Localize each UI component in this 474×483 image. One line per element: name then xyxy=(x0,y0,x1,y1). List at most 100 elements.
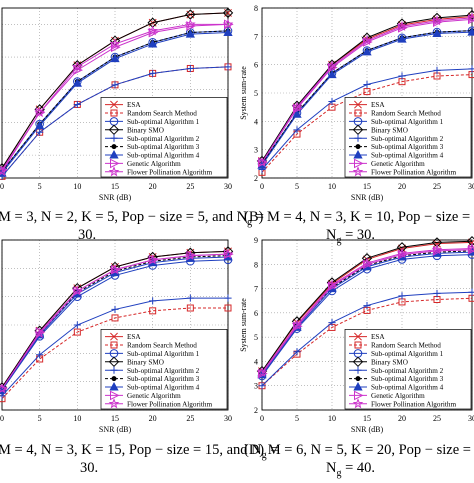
x-tick-label: 15 xyxy=(111,182,119,191)
x-tick-label: 10 xyxy=(73,182,81,191)
caption-a-line1: M = 3, N = 2, K = 5, Pop − size = 5, and… xyxy=(0,208,264,232)
x-axis-label: SNR (dB) xyxy=(99,425,132,434)
legend-entry: Sub-optimal Algorithm 3 xyxy=(127,375,200,383)
legend-entry: ESA xyxy=(371,101,385,109)
x-tick-label: 25 xyxy=(433,414,441,423)
legend-entry: Sub-optimal Algorithm 3 xyxy=(127,143,200,151)
y-tick-label: 2 xyxy=(254,174,258,183)
x-tick-label: 25 xyxy=(186,182,194,191)
legend-entry: Sub-optimal Algorithm 1 xyxy=(371,118,444,126)
x-tick-label: 0 xyxy=(0,182,4,191)
legend-entry: Sub-optimal Algorithm 2 xyxy=(127,367,200,375)
legend-entry: Sub-optimal Algorithm 2 xyxy=(371,367,444,375)
legend-entry: Sub-optimal Algorithm 2 xyxy=(127,135,200,143)
legend-entry: Random Search Method xyxy=(371,342,441,350)
x-axis-label: SNR (dB) xyxy=(351,425,384,434)
legend-entry: ESA xyxy=(127,101,141,109)
legend-entry: Sub-optimal Algorithm 4 xyxy=(371,152,444,160)
x-tick-label: 30 xyxy=(468,182,474,191)
x-tick-label: 5 xyxy=(38,182,42,191)
legend-entry: Random Search Method xyxy=(127,342,197,350)
legend-entry: Sub-optimal Algorithm 2 xyxy=(371,135,444,143)
legend-entry: Sub-optimal Algorithm 1 xyxy=(127,118,200,126)
legend-swatch-marker xyxy=(356,377,360,381)
legend-swatch-marker xyxy=(356,145,360,149)
x-tick-label: 15 xyxy=(111,414,119,423)
legend-entry: Sub-optimal Algorithm 3 xyxy=(371,375,444,383)
caption-d-line2: Ng = 40. xyxy=(326,459,375,483)
y-axis-label: System sum-rate xyxy=(239,298,248,352)
legend-entry: Binary SMO xyxy=(127,358,164,366)
x-tick-label: 5 xyxy=(295,182,299,191)
x-tick-label: 20 xyxy=(149,414,157,423)
y-tick-label: 3 xyxy=(254,146,258,155)
legend-entry: Flower Pollination Algorithm xyxy=(127,168,212,176)
y-tick-label: 8 xyxy=(254,4,258,13)
caption-b-line1: (B) M = 4, N = 3, K = 10, Pop − size = 1… xyxy=(244,208,474,226)
legend-entry: Flower Pollination Algorithm xyxy=(127,400,212,408)
legend-entry: Genetic Algorithm xyxy=(371,160,425,168)
legend-entry: ESA xyxy=(371,333,385,341)
caption-d-line1: (D) M = 6, N = 5, K = 20, Pop − size = 2… xyxy=(244,441,474,459)
legend-entry: Sub-optimal Algorithm 4 xyxy=(127,152,200,160)
y-tick-label: 7 xyxy=(254,285,258,294)
y-tick-label: 5 xyxy=(254,333,258,342)
x-tick-label: 20 xyxy=(398,414,406,423)
y-tick-label: 6 xyxy=(254,309,258,318)
x-tick-label: 30 xyxy=(468,414,474,423)
x-axis-label: SNR (dB) xyxy=(99,193,132,202)
legend-entry: Sub-optimal Algorithm 3 xyxy=(371,143,444,151)
x-tick-label: 0 xyxy=(260,182,264,191)
x-tick-label: 30 xyxy=(224,182,232,191)
legend-swatch-marker xyxy=(112,377,116,381)
y-tick-label: 3 xyxy=(254,382,258,391)
legend-entry: ESA xyxy=(127,333,141,341)
caption-b-line2: Ng = 30. xyxy=(326,226,375,250)
legend-entry: Genetic Algorithm xyxy=(371,392,425,400)
legend-entry: Flower Pollination Algorithm xyxy=(371,400,456,408)
x-tick-label: 10 xyxy=(73,414,81,423)
x-tick-label: 0 xyxy=(260,414,264,423)
y-tick-label: 9 xyxy=(254,236,258,245)
caption-c-line2: 30. xyxy=(80,459,98,477)
legend-entry: Flower Pollination Algorithm xyxy=(371,168,456,176)
legend-entry: Sub-optimal Algorithm 4 xyxy=(371,384,444,392)
x-tick-label: 15 xyxy=(363,182,371,191)
legend-entry: Sub-optimal Algorithm 1 xyxy=(127,350,200,358)
x-tick-label: 10 xyxy=(328,414,336,423)
x-tick-label: 25 xyxy=(433,182,441,191)
legend-entry: Genetic Algorithm xyxy=(127,392,181,400)
legend-entry: Genetic Algorithm xyxy=(127,160,181,168)
y-tick-label: 4 xyxy=(254,357,258,366)
x-tick-label: 30 xyxy=(224,414,232,423)
caption-c-line1: M = 4, N = 3, K = 15, Pop − size = 15, a… xyxy=(0,441,278,465)
legend-entry: Binary SMO xyxy=(371,126,408,134)
y-tick-label: 8 xyxy=(254,260,258,269)
y-tick-label: 5 xyxy=(254,89,258,98)
legend-entry: Random Search Method xyxy=(371,110,441,118)
x-tick-label: 5 xyxy=(38,414,42,423)
x-tick-label: 20 xyxy=(398,182,406,191)
legend-entry: Sub-optimal Algorithm 1 xyxy=(371,350,444,358)
legend-entry: Sub-optimal Algorithm 4 xyxy=(127,384,200,392)
y-axis-label: System sum-rate xyxy=(239,66,248,120)
y-tick-label: 4 xyxy=(254,117,258,126)
x-tick-label: 20 xyxy=(149,182,157,191)
x-tick-label: 0 xyxy=(0,414,4,423)
x-tick-label: 5 xyxy=(295,414,299,423)
legend-swatch-marker xyxy=(112,145,116,149)
y-tick-label: 2 xyxy=(254,406,258,415)
caption-a-line2: 30. xyxy=(78,226,96,244)
legend-entry: Binary SMO xyxy=(127,126,164,134)
legend-entry: Binary SMO xyxy=(371,358,408,366)
y-tick-label: 6 xyxy=(254,61,258,70)
legend-entry: Random Search Method xyxy=(127,110,197,118)
